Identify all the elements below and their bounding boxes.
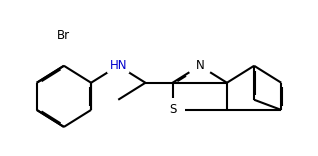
Text: S: S	[168, 103, 177, 116]
Text: S: S	[169, 103, 176, 116]
Text: N: N	[195, 59, 205, 72]
Text: HN: HN	[109, 59, 127, 72]
Text: Br: Br	[57, 29, 71, 42]
Text: Br: Br	[57, 29, 71, 42]
Text: N: N	[195, 59, 204, 72]
Text: HN: HN	[108, 59, 128, 72]
